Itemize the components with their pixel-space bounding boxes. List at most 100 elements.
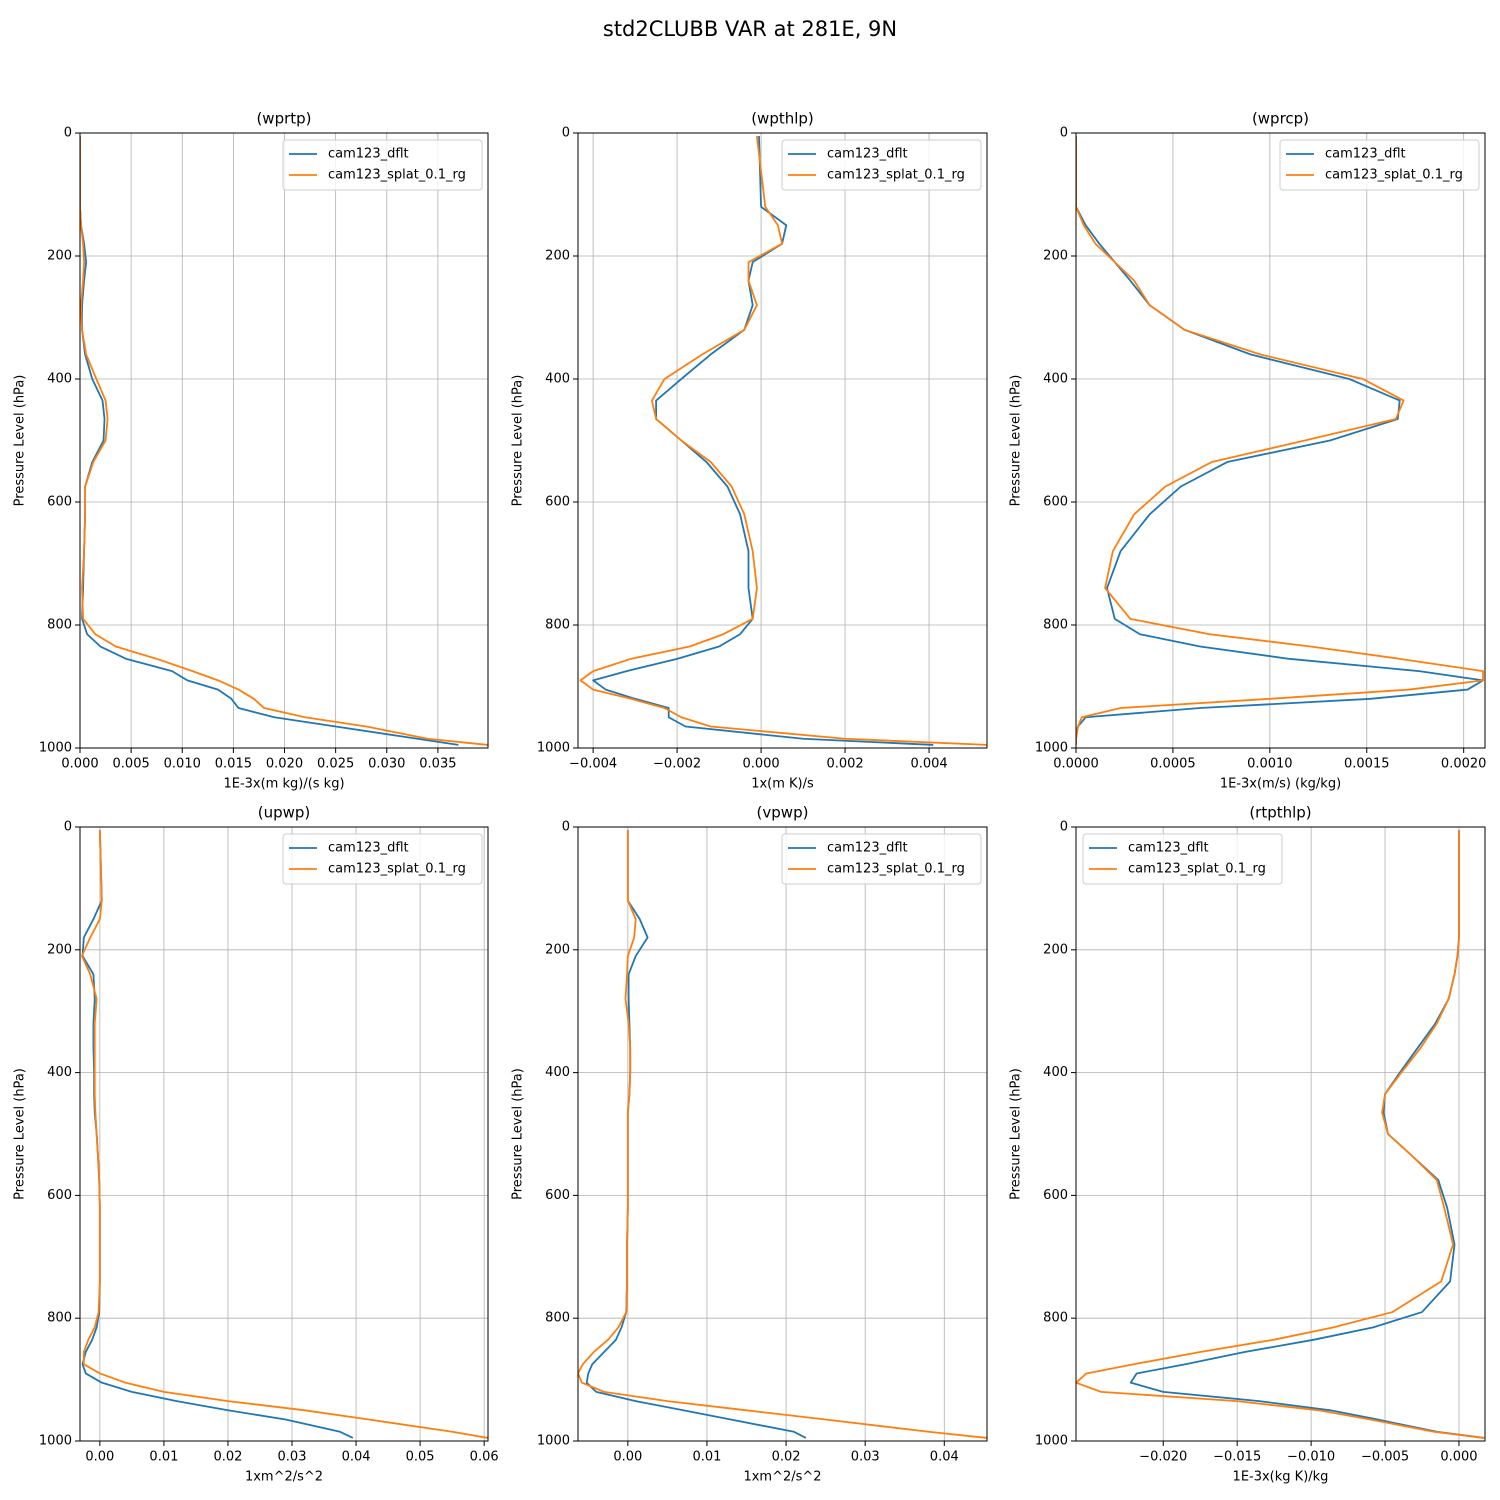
legend-label: cam123_splat_0.1_rg (328, 168, 466, 183)
axes-frame (1075, 826, 1486, 1442)
plot-area (1076, 136, 1484, 745)
plot-area (80, 136, 488, 746)
y-tick-label: 1000 (1035, 741, 1068, 756)
y-tick-label: 200 (1043, 942, 1068, 957)
x-tick-label: −0.004 (569, 757, 617, 772)
legend-box (282, 139, 483, 191)
profile-line (81, 830, 354, 1439)
y-tick-label: 800 (47, 1311, 72, 1326)
figure-title: std2CLUBB VAR at 281E, 9N (603, 17, 897, 41)
x-tick-label: 0.010 (164, 757, 201, 772)
y-tick-label: 800 (1043, 1311, 1068, 1326)
x-tick-label: 0.000 (61, 757, 98, 772)
x-tick-label: 0.04 (930, 1450, 959, 1465)
y-tick-label: 800 (1043, 618, 1068, 633)
x-tick-label: 0.035 (419, 757, 456, 772)
y-tick-label: 400 (47, 1065, 72, 1080)
y-tick-label: 400 (1043, 372, 1068, 387)
y-axis-label: Pressure Level (hPa) (13, 375, 28, 507)
legend-label: cam123_dflt (1128, 841, 1209, 856)
x-tick-label: −0.002 (653, 757, 701, 772)
x-tick-label: 0.025 (317, 757, 354, 772)
x-tick-label: 0.0020 (1441, 757, 1487, 772)
profile-line (1129, 830, 1485, 1439)
plot-area (81, 830, 488, 1439)
y-tick-label: 1000 (537, 741, 570, 756)
x-tick-label: 0.020 (266, 757, 303, 772)
x-tick-label: 0.0010 (1247, 757, 1293, 772)
subplot-title: (rtpthlp) (1249, 804, 1311, 822)
y-tick-label: 800 (545, 618, 570, 633)
y-tick-label: 800 (545, 1311, 570, 1326)
profile-line (578, 830, 987, 1439)
y-tick-label: 1000 (537, 1434, 570, 1449)
subplot-title: (wprtp) (256, 110, 311, 128)
legend-label: cam123_dflt (328, 841, 409, 856)
x-tick-label: 0.02 (772, 1450, 801, 1465)
profile-line (579, 135, 987, 746)
x-tick-label: 0.004 (910, 757, 947, 772)
x-tick-label: 0.0015 (1344, 757, 1390, 772)
y-tick-label: 800 (47, 618, 72, 633)
legend-label: cam123_splat_0.1_rg (827, 168, 965, 183)
profile-line (592, 136, 934, 746)
y-tick-label: 0 (562, 126, 570, 141)
legend-label: cam123_dflt (1325, 147, 1406, 162)
x-axis-label: 1xm^2/s^2 (743, 1470, 821, 1485)
y-tick-label: 200 (47, 249, 72, 264)
y-tick-label: 400 (545, 1065, 570, 1080)
x-tick-label: 0.000 (1440, 1450, 1477, 1465)
axes-frame (577, 132, 988, 749)
x-tick-label: −0.020 (1139, 1450, 1187, 1465)
y-tick-label: 1000 (1035, 1434, 1068, 1449)
axes-frame (79, 826, 489, 1442)
y-tick-label: 600 (47, 1188, 72, 1203)
y-tick-label: 0 (64, 820, 72, 835)
profile-line (80, 136, 488, 746)
x-tick-label: −0.015 (1213, 1450, 1261, 1465)
y-tick-label: 1000 (39, 741, 72, 756)
subplot-title: (wprcp) (1252, 110, 1309, 128)
legend-box (781, 139, 982, 191)
y-tick-label: 0 (64, 126, 72, 141)
y-tick-label: 600 (47, 495, 72, 510)
y-tick-label: 600 (545, 495, 570, 510)
x-tick-label: 0.04 (342, 1450, 371, 1465)
axes-frame (1075, 132, 1486, 749)
legend-label: cam123_splat_0.1_rg (1325, 168, 1463, 183)
legend-box (282, 833, 483, 885)
y-tick-label: 200 (47, 942, 72, 957)
x-tick-label: 0.005 (113, 757, 150, 772)
x-tick-label: 0.00 (85, 1450, 114, 1465)
x-axis-label: 1E-3x(m/s) (kg/kg) (1220, 777, 1341, 792)
y-axis-label: Pressure Level (hPa) (13, 1068, 28, 1200)
x-tick-label: 0.0000 (1053, 757, 1099, 772)
plot-area (578, 830, 987, 1439)
legend-label: cam123_dflt (328, 147, 409, 162)
y-axis-label: Pressure Level (hPa) (511, 375, 526, 507)
y-tick-label: 400 (545, 372, 570, 387)
x-tick-label: 0.01 (692, 1450, 721, 1465)
x-axis-label: 1x(m K)/s (751, 777, 814, 792)
x-tick-label: −0.010 (1287, 1450, 1335, 1465)
y-tick-label: 200 (545, 942, 570, 957)
profile-line (1076, 136, 1484, 745)
x-tick-label: 0.00 (613, 1450, 642, 1465)
x-tick-label: −0.005 (1361, 1450, 1409, 1465)
y-axis-label: Pressure Level (hPa) (511, 1068, 526, 1200)
y-tick-label: 600 (545, 1188, 570, 1203)
y-tick-label: 1000 (39, 1434, 72, 1449)
y-tick-label: 200 (1043, 249, 1068, 264)
profile-line (1076, 136, 1484, 745)
profile-line (81, 830, 488, 1439)
y-axis-label: Pressure Level (hPa) (1009, 1068, 1024, 1200)
y-tick-label: 600 (1043, 495, 1068, 510)
legend-box (1082, 833, 1283, 885)
y-tick-label: 0 (562, 820, 570, 835)
profile-line (585, 830, 807, 1439)
legend-label: cam123_dflt (827, 147, 908, 162)
x-tick-label: 0.015 (215, 757, 252, 772)
x-tick-label: 0.02 (213, 1450, 242, 1465)
x-tick-label: 0.01 (149, 1450, 178, 1465)
x-tick-label: 0.000 (742, 757, 779, 772)
